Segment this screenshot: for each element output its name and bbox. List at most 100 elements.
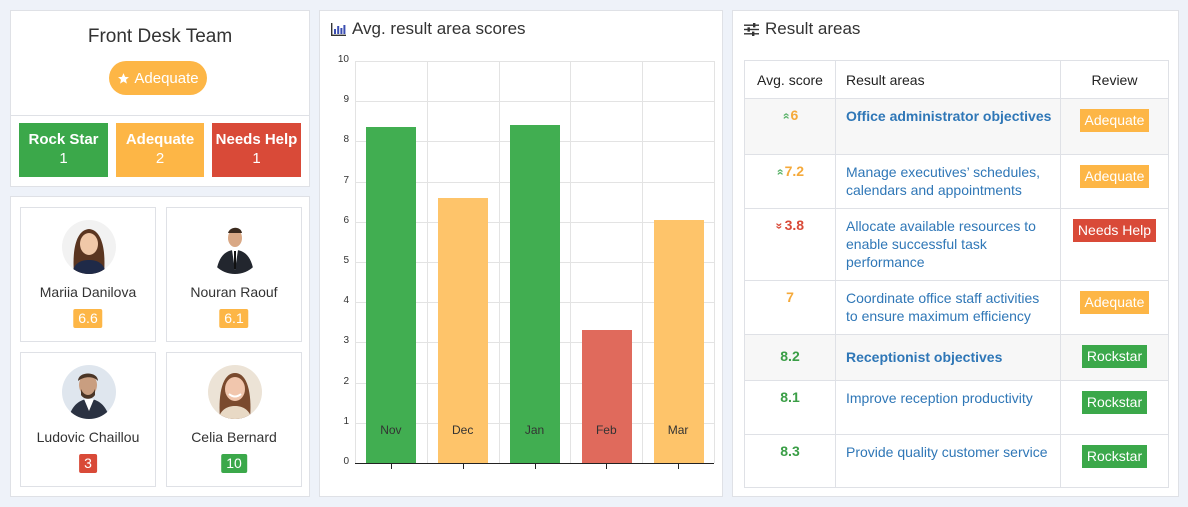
avg-score-cell: 8.2 bbox=[744, 334, 836, 381]
avg-score-cell: »7.2 bbox=[744, 154, 836, 209]
member-name: Nouran Raouf bbox=[190, 284, 278, 300]
gridline-vertical bbox=[714, 61, 715, 463]
rockstar-count-box[interactable]: Rock Star 1 bbox=[19, 123, 108, 177]
member-name: Mariia Danilova bbox=[39, 284, 137, 300]
gridline-horizontal bbox=[355, 61, 714, 62]
member-score: 6.1 bbox=[219, 309, 249, 328]
bar-chart-icon bbox=[331, 22, 346, 36]
x-tick-label: Feb bbox=[595, 423, 617, 437]
member-score: 6.6 bbox=[73, 309, 103, 328]
y-tick-label: 2 bbox=[343, 375, 349, 387]
y-tick-label: 0 bbox=[343, 456, 349, 467]
avg-score-cell: »3.8 bbox=[744, 208, 836, 281]
divider bbox=[11, 115, 309, 116]
header-result-areas[interactable]: Result areas bbox=[835, 60, 1061, 99]
avg-score-cell: 7 bbox=[744, 280, 836, 335]
avg-score-value: 3.8 bbox=[784, 217, 805, 233]
review-cell: Rockstar bbox=[1060, 334, 1169, 381]
x-tick-mark bbox=[534, 464, 536, 469]
review-cell: Adequate bbox=[1060, 280, 1169, 335]
team-summary-card: Front Desk Team Adequate Rock Star 1 Ade… bbox=[10, 10, 310, 187]
rockstar-count: 1 bbox=[59, 150, 68, 167]
trend-up-icon: » bbox=[778, 112, 793, 120]
x-tick-mark bbox=[678, 464, 680, 469]
y-tick-label: 4 bbox=[343, 295, 349, 307]
avg-score-value: 8.1 bbox=[780, 389, 800, 405]
result-area-link[interactable]: Provide quality customer service bbox=[835, 434, 1061, 488]
bar-nov[interactable] bbox=[366, 127, 417, 463]
avg-score-value: 8.3 bbox=[780, 443, 800, 459]
x-tick-mark bbox=[606, 464, 608, 469]
member-card-celia-bernard[interactable]: Celia Bernard 10 bbox=[166, 352, 302, 487]
member-name: Ludovic Chaillou bbox=[36, 429, 140, 445]
result-area-link[interactable]: Allocate available resources to enable s… bbox=[835, 208, 1061, 281]
member-card-mariia-danilova[interactable]: Mariia Danilova 6.6 bbox=[20, 207, 156, 342]
member-score: 10 bbox=[221, 454, 247, 473]
avatar bbox=[62, 220, 116, 274]
review-status-badge[interactable]: Rockstar bbox=[1081, 345, 1148, 368]
table-row[interactable]: 8.2 Receptionist objectives Rockstar bbox=[744, 334, 1169, 381]
y-tick-label: 7 bbox=[343, 174, 349, 186]
needs-help-count-box[interactable]: Needs Help 1 bbox=[212, 123, 301, 177]
y-tick-label: 6 bbox=[343, 214, 349, 226]
bar-dec[interactable] bbox=[438, 197, 489, 463]
bar-mar[interactable] bbox=[653, 219, 704, 463]
trend-up-icon: » bbox=[772, 168, 787, 176]
avg-score-value: 8.2 bbox=[780, 348, 800, 364]
gridline-vertical bbox=[426, 61, 428, 463]
result-area-group-link[interactable]: Office administrator objectives bbox=[835, 98, 1061, 155]
header-review[interactable]: Review bbox=[1060, 60, 1169, 99]
table-row[interactable]: 8.3 Provide quality customer service Rocks… bbox=[744, 434, 1169, 488]
result-area-link[interactable]: Improve reception productivity bbox=[835, 380, 1061, 435]
review-status-badge[interactable]: Adequate bbox=[1079, 291, 1150, 314]
table-row[interactable]: 8.1 Improve reception productivity Rocksta… bbox=[744, 380, 1169, 435]
gridline-vertical bbox=[570, 61, 572, 463]
adequate-count-box[interactable]: Adequate 2 bbox=[116, 123, 204, 177]
x-tick-label: Dec bbox=[452, 423, 474, 437]
adequate-label: Adequate bbox=[125, 131, 195, 148]
y-tick-label: 3 bbox=[343, 335, 349, 347]
sliders-icon bbox=[744, 22, 759, 36]
x-axis-line bbox=[355, 463, 714, 464]
review-status-badge[interactable]: Adequate bbox=[1079, 109, 1150, 132]
review-status-badge[interactable]: Adequate bbox=[1079, 165, 1150, 188]
header-avg-score[interactable]: Avg. score bbox=[744, 60, 836, 99]
x-tick-mark bbox=[390, 464, 392, 469]
needs-help-count: 1 bbox=[252, 150, 261, 167]
bar-jan[interactable] bbox=[510, 124, 560, 463]
result-area-group-link[interactable]: Receptionist objectives bbox=[835, 334, 1061, 381]
x-tick-label: Mar bbox=[667, 423, 689, 437]
result-areas-title-text: Result areas bbox=[765, 19, 861, 38]
x-tick-mark bbox=[462, 464, 464, 469]
result-area-link[interactable]: Coordinate office staff activities to en… bbox=[835, 280, 1061, 335]
review-cell: Needs Help bbox=[1060, 208, 1169, 281]
member-card-nouran-raouf[interactable]: Nouran Raouf 6.1 bbox=[166, 207, 302, 342]
result-areas-table: Avg. score Result areas Review »6 Office … bbox=[744, 60, 1169, 488]
member-name: Celia Bernard bbox=[191, 429, 277, 445]
member-card-ludovic-chaillou[interactable]: Ludovic Chaillou 3 bbox=[20, 352, 156, 487]
avg-score-cell: »6 bbox=[744, 98, 836, 155]
avg-score-value: 7.2 bbox=[784, 163, 805, 179]
avg-scores-chart-card: Avg. result area scores 0 1 2 3 4 5 6 7 8 9 10 Nov… bbox=[319, 10, 723, 497]
review-status-badge[interactable]: Rockstar bbox=[1081, 391, 1148, 414]
team-members-card: Mariia Danilova 6.6 Nouran Raouf 6.1 bbox=[10, 196, 310, 497]
review-cell: Rockstar bbox=[1060, 434, 1169, 488]
result-areas-title: Result areas bbox=[744, 19, 860, 39]
review-status-badge[interactable]: Needs Help bbox=[1072, 219, 1157, 242]
bar-chart-plot: 0 1 2 3 4 5 6 7 8 9 10 bbox=[338, 54, 715, 469]
table-row[interactable]: »6 Office administrator objectives Adequat… bbox=[744, 98, 1169, 155]
table-row[interactable]: »3.8 Allocate available resources to enab… bbox=[744, 208, 1169, 281]
bar-feb[interactable] bbox=[581, 330, 632, 463]
avg-score-cell: 8.3 bbox=[744, 434, 836, 488]
avatar bbox=[62, 365, 116, 419]
review-status-badge[interactable]: Rockstar bbox=[1081, 445, 1148, 468]
result-area-link[interactable]: Manage executives’ schedules, calendars … bbox=[835, 154, 1061, 209]
avg-score-cell: 8.1 bbox=[744, 380, 836, 435]
gridline-horizontal bbox=[355, 101, 714, 103]
avatar bbox=[208, 365, 262, 419]
table-row[interactable]: »7.2 Manage executives’ schedules, calend… bbox=[744, 154, 1169, 209]
avg-score-value: 6 bbox=[790, 107, 799, 123]
table-row[interactable]: 7 Coordinate office staff activities to e… bbox=[744, 280, 1169, 335]
review-cell: Adequate bbox=[1060, 154, 1169, 209]
review-cell: Adequate bbox=[1060, 98, 1169, 155]
